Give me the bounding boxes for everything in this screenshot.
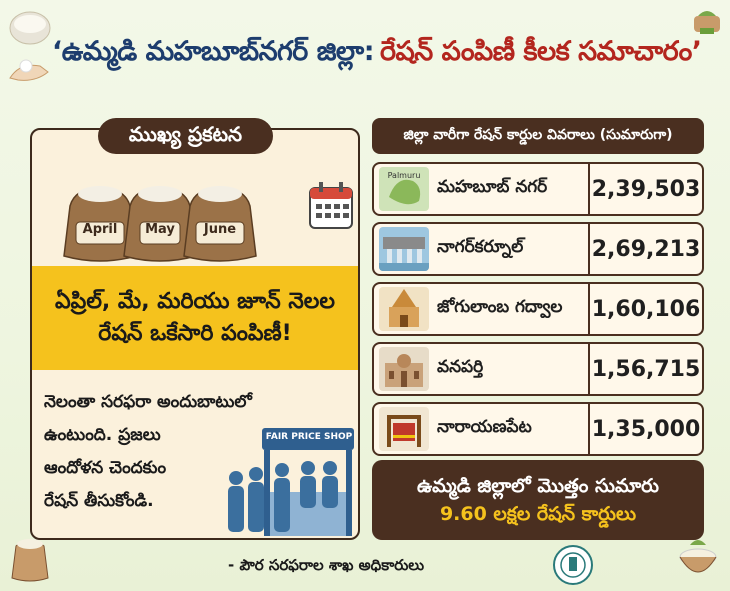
announcement-header: ముఖ్య ప్రకటన	[98, 118, 273, 154]
column-divider	[588, 224, 590, 274]
page-title: ‘ఉమ్మడి మహబూబ్‌నగర్ జిల్లా: రేషన్ పంపిణీ…	[52, 28, 702, 82]
info-line-1: నెలంతా సరఫరా అందుబాటులో	[44, 392, 252, 412]
district-card-count: 1,35,000	[591, 416, 701, 442]
grain-basket-icon	[694, 11, 720, 34]
district-row-mahabubnagar: Palmuru మహబూబ్ నగర్ 2,39,503	[372, 162, 704, 216]
total-cards-summary: ఉమ్మడి జిల్లాలో మొత్తం సుమారు 9.60 లక్షల…	[372, 460, 704, 540]
district-name: వనపర్తి	[437, 357, 484, 377]
district-name: నారాయణపేట	[437, 417, 532, 437]
total-line-1: ఉమ్మడి జిల్లాలో మొత్తం సుమారు	[416, 474, 659, 497]
district-row-nagarkurnool: నాగర్‌కర్నూల్ 2,69,213	[372, 222, 704, 276]
issuing-authority: - పౌర సరఫరాల శాఖ అధికారులు	[228, 556, 425, 574]
column-divider	[588, 404, 590, 454]
highlight-line-2: రేషన్ ఒకేసారి పంపిణీ!	[98, 321, 292, 346]
district-card-count: 2,69,213	[591, 236, 701, 262]
sack-label-may: May	[145, 222, 175, 237]
district-card-count: 2,39,503	[591, 176, 701, 202]
dam-thumbnail	[379, 227, 429, 271]
district-name: నాగర్‌కర్నూల్	[437, 237, 524, 257]
government-seal-icon	[553, 545, 593, 585]
info-line-2: ఉంటుంది. ప్రజలు	[44, 425, 161, 445]
thumb-label-palmuru: Palmuru	[388, 171, 421, 180]
column-divider	[588, 284, 590, 334]
temple-thumbnail	[379, 287, 429, 331]
distribution-highlight: ఏప్రిల్, మే, మరియు జూన్ నెలల రేషన్ ఒకేసా…	[32, 266, 358, 370]
rice-sacks-illustration	[63, 186, 257, 262]
district-table-header: జిల్లా వారీగా రేషన్ కార్డుల వివరాలు (సుమ…	[372, 118, 704, 154]
district-row-narayanpet: నారాయణపేట 1,35,000	[372, 402, 704, 456]
column-divider	[588, 344, 590, 394]
grain-basket-icon	[679, 540, 717, 573]
district-card-count: 1,56,715	[591, 356, 701, 382]
info-line-3: ఆందోళన చెందకుం	[44, 458, 167, 478]
district-row-wanaparthy: వనపర్తి 1,56,715	[372, 342, 704, 396]
rice-sack-icon	[11, 539, 49, 582]
supply-info-text: నెలంతా సరఫరా అందుబాటులో ఉంటుంది. ప్రజలు …	[44, 386, 252, 518]
column-divider	[588, 164, 590, 214]
sack-label-april: April	[82, 222, 118, 237]
highlight-line-1: ఏప్రిల్, మే, మరియు జూన్ నెలల	[55, 289, 335, 315]
district-name: మహబూబ్ నగర్	[437, 177, 548, 197]
shop-sign: FAIR PRICE SHOP	[265, 432, 353, 442]
announcement-panel: April May June ఏప్రిల్, మే, మరియు జూన్ న…	[30, 128, 360, 540]
info-line-4: రేషన్ తీసుకోండి.	[44, 491, 154, 511]
total-line-2: 9.60 లక్షల రేషన్ కార్డులు	[439, 503, 637, 525]
title-part-district: ‘ఉమ్మడి మహబూబ్‌నగర్ జిల్లా:	[52, 36, 375, 67]
sack-label-june: June	[203, 222, 237, 237]
palace-thumbnail	[379, 347, 429, 391]
handloom-thumbnail	[379, 407, 429, 451]
calendar-icon	[309, 182, 353, 229]
district-row-jogulamba-gadwal: జోగులాంబ గద్వాల 1,60,106	[372, 282, 704, 336]
district-name: జోగులాంబ గద్వాల	[437, 297, 563, 317]
rice-bowl-icon	[9, 11, 51, 81]
district-card-count: 1,60,106	[591, 296, 701, 322]
district-map-thumbnail: Palmuru	[379, 167, 429, 211]
fair-price-shop-illustration	[228, 428, 354, 536]
title-part-subject: రేషన్ పంపిణీ కీలక సమాచారం’	[380, 36, 702, 67]
